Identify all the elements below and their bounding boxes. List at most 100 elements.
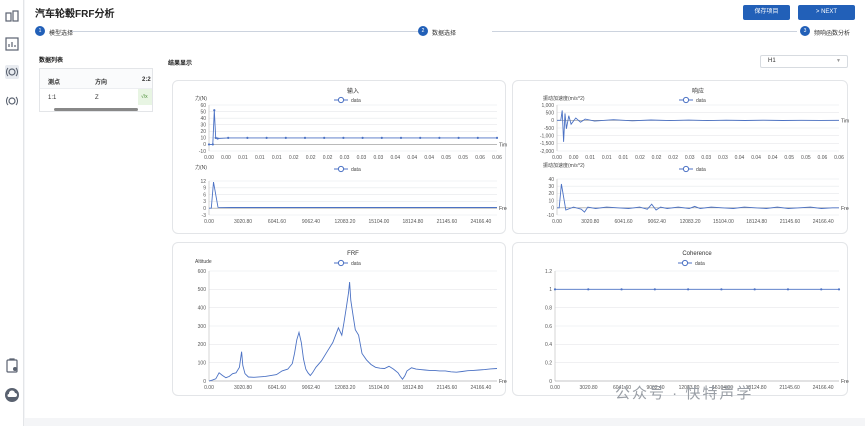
coherence-x-tick-label-6: 21145.60 (779, 385, 800, 391)
input-time-x-tick-label-7: 0.02 (323, 155, 333, 161)
step-3-marker[interactable]: 3 (800, 26, 810, 36)
input-freq-series-line (209, 182, 497, 209)
frf-x-tick-label-2: 9062.40 (302, 385, 320, 391)
frf-chart: FRF data Altitude Freq(Hz) 0 100 200 300 400 500 6… (195, 251, 507, 391)
response-time-x-tick-label-8: 0.03 (685, 155, 695, 161)
response-freq-legend-marker (682, 165, 690, 173)
frf-x-tick-label-4: 15104.00 (368, 385, 389, 391)
frf-y-axis-label: Altitude (195, 259, 212, 265)
input-time-y-tick-label-1: 0 (203, 142, 206, 148)
frf-x-tick-label-7: 24166.40 (470, 385, 491, 391)
report-icon[interactable] (4, 358, 20, 374)
input-time-series-line (209, 110, 497, 145)
input-freq-x-tick-label-origin: 0.00 (204, 219, 214, 225)
scrollbar-thumb[interactable] (54, 108, 138, 111)
coherence-x-tick-label-3: 12083.20 (679, 385, 700, 391)
coherence-x-axis-label: Freq(Hz) (841, 379, 849, 385)
coherence-panel: Coherence data Freq(Hz) 0 0.2 0.4 0.6 0.8 1 1.2 0.… (512, 242, 849, 396)
sensor-icon[interactable] (4, 64, 20, 80)
frf-x-tick-label-0: 3020.80 (234, 385, 252, 391)
column-header-point: 测点 (48, 80, 61, 86)
response-freq-y-tick-label-2: 10 (548, 198, 554, 204)
model-icon[interactable] (4, 8, 20, 24)
input-time-data-point-9 (303, 136, 307, 139)
step-1-label[interactable]: 模型选择 (49, 31, 74, 37)
input-time-x-tick-label-15: 0.05 (458, 155, 468, 161)
frf-panel: FRF data Altitude Freq(Hz) 0 100 200 300 400 500 6… (172, 242, 507, 396)
input-time-x-tick-label-9: 0.03 (357, 155, 367, 161)
input-freq-x-tick-label-1: 6041.60 (268, 219, 286, 225)
frf-x-tick-label-6: 21145.60 (437, 385, 458, 391)
coherence-data-point-7 (786, 288, 790, 291)
input-freq-x-tick-label-7: 24166.40 (470, 219, 491, 225)
input-freq-y-tick-label-5: 12 (200, 179, 206, 185)
cloud-icon[interactable] (4, 387, 20, 403)
coherence-y-tick-label-2: 0.4 (545, 342, 552, 348)
response-time-title: 响应 (692, 87, 704, 95)
coherence-x-tick-label-origin: 0.00 (550, 385, 560, 391)
response-freq-x-tick-label-7: 24166.40 (813, 219, 834, 225)
coherence-legend-label: data (695, 261, 705, 267)
save-project-button[interactable]: 保存项目 (743, 5, 790, 20)
response-time-y-axis-label: 振动加速度(m/s^2) (543, 95, 585, 102)
input-time-y-tick-label-0: -10 (199, 149, 206, 155)
coherence-x-tick-label-5: 18124.80 (746, 385, 767, 391)
input-time-data-point-18 (476, 136, 479, 139)
estimator-select-value: H1 (768, 58, 776, 64)
response-time-x-tick-label-2: 0.01 (585, 155, 595, 161)
input-time-x-tick-label-6: 0.02 (306, 155, 316, 161)
response-time-legend-marker (682, 96, 690, 104)
input-time-y-tick-label-2: 10 (200, 136, 206, 142)
input-freq-x-tick-label-6: 21145.60 (437, 219, 458, 225)
input-freq-y-tick-label-1: 0 (203, 206, 206, 212)
response-time-x-tick-label-7: 0.02 (668, 155, 678, 161)
step-2-marker[interactable]: 2 (418, 26, 428, 36)
cell-channel-status[interactable]: √/x (138, 89, 152, 105)
frf-y-tick-label-3: 300 (198, 324, 207, 330)
coherence-data-point-5 (720, 288, 723, 291)
step-2-label[interactable]: 数据选择 (432, 31, 457, 37)
cell-point[interactable]: 1:1 (48, 95, 57, 101)
coherence-data-point-3 (653, 288, 656, 291)
input-time-data-point-19 (495, 136, 499, 139)
frf-y-tick-label-1: 100 (198, 360, 207, 366)
next-button[interactable]: > NEXT (798, 5, 855, 20)
response-time-y-tick-label-5: 500 (546, 110, 555, 116)
coherence-x-tick-label-7: 24166.40 (813, 385, 834, 391)
response-time-x-tick-label-16: 0.06 (818, 155, 828, 161)
input-time-title: 输入 (347, 87, 359, 95)
response-time-x-axis-label: Time(s) (841, 118, 849, 124)
input-time-x-tick-label-8: 0.03 (340, 155, 350, 161)
data-list-table: 测点 方向 2:2 1:1 Z √/x (39, 68, 153, 112)
input-time-data-point-14 (399, 136, 403, 139)
response-time-x-tick-label-5: 0.02 (635, 155, 645, 161)
step-3-label[interactable]: 频响函数分析 (814, 31, 851, 37)
frf-y-tick-label-0: 0 (203, 379, 206, 385)
response-time-y-tick-label-2: -1,000 (540, 133, 554, 139)
coherence-data-point-6 (753, 288, 756, 291)
frf-y-tick-label-6: 600 (198, 269, 207, 275)
input-time-data-point-13 (380, 136, 383, 139)
sensor-2-icon[interactable] (4, 93, 20, 109)
horizontal-scrollbar[interactable] (46, 107, 150, 111)
table-header (40, 69, 152, 89)
main-area: 汽车轮毂FRF分析 保存项目 > NEXT 1 模型选择 2 数据选择 3 频响… (25, 0, 865, 426)
frf-x-tick-label-1: 6041.60 (268, 385, 286, 391)
input-freq-y-tick-label-0: -3 (202, 213, 207, 219)
response-freq-y-tick-label-1: 0 (551, 206, 554, 212)
response-freq-x-tick-label-4: 15104.00 (713, 219, 734, 225)
coherence-data-point-4 (687, 288, 690, 291)
estimator-select[interactable]: H1 ▼ (760, 55, 848, 68)
cell-direction[interactable]: Z (95, 95, 99, 101)
watermark: 公众号 · 快特声学 (615, 385, 754, 402)
input-freq-x-tick-label-5: 18124.80 (402, 219, 423, 225)
input-time-data-point-16 (438, 136, 441, 139)
input-time-x-tick-label-10: 0.03 (374, 155, 384, 161)
step-1-marker[interactable]: 1 (35, 26, 45, 36)
input-freq-x-tick-label-4: 15104.00 (368, 219, 389, 225)
column-header-channel: 2:2 (142, 77, 151, 83)
coherence-data-point-0 (553, 288, 557, 291)
response-time-y-tick-label-3: -500 (544, 126, 554, 132)
coherence-x-tick-label-1: 6041.60 (613, 385, 631, 391)
chart-icon[interactable] (4, 36, 20, 52)
